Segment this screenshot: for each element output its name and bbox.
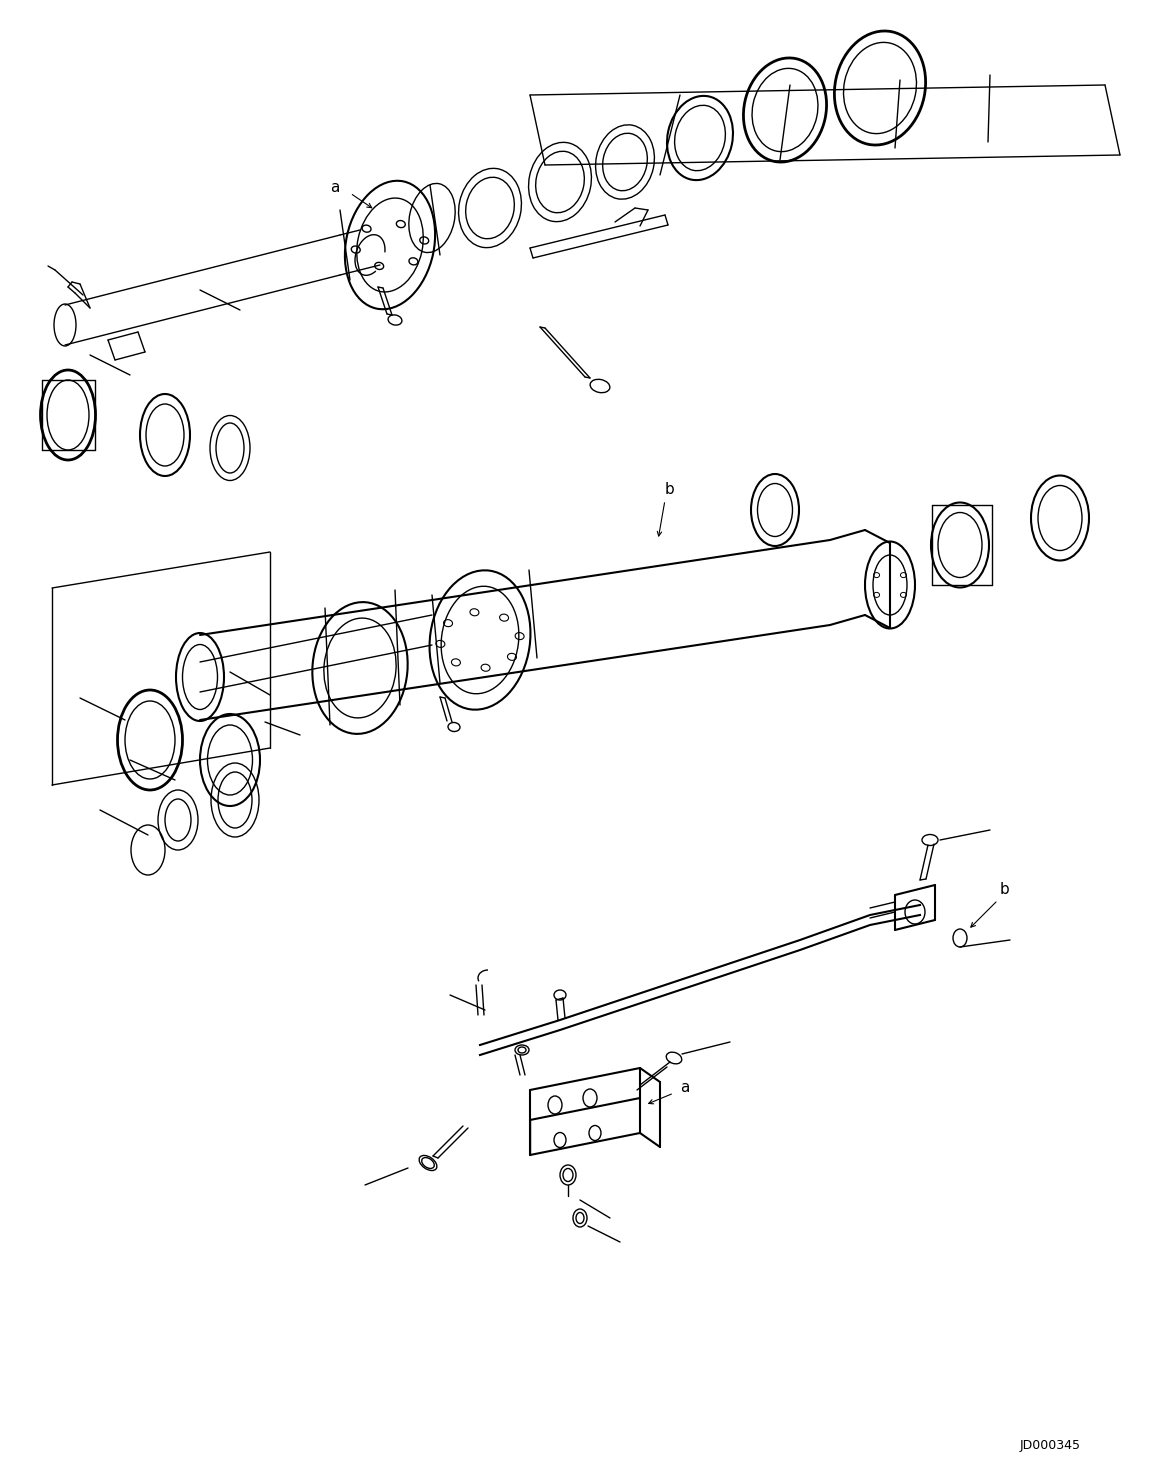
Text: JD000345: JD000345 [1019, 1439, 1080, 1452]
Text: a: a [330, 181, 339, 196]
Text: a: a [680, 1081, 689, 1096]
Text: b: b [1000, 883, 1010, 897]
Text: b: b [665, 483, 674, 498]
